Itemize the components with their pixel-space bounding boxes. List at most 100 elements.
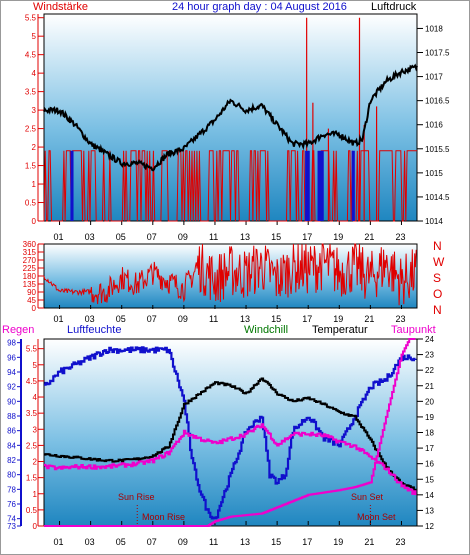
temp-axis-label: 22 [425, 366, 434, 375]
wind-direction-line [43, 243, 417, 306]
x-tick-label: 11 [209, 537, 218, 547]
pressure-axis-label: 1017 [425, 73, 443, 82]
humidity-axis-label: 92 [7, 383, 16, 392]
taupunkt-label: Taupunkt [391, 324, 436, 336]
x-tick-label: 21 [364, 537, 374, 547]
temp-axis-label: 14 [425, 491, 434, 500]
temp-axis-label: 24 [425, 335, 434, 344]
luftdruck-label: Luftdruck [371, 1, 417, 13]
x-tick-label: 15 [271, 537, 281, 547]
wind-gust-highlight [351, 150, 355, 221]
wind-gust-highlight [317, 150, 324, 221]
moon-set-label: Moon Set [357, 512, 396, 522]
x-tick-label: 19 [333, 314, 343, 324]
wind-axis-label: 0.5 [25, 199, 37, 208]
x-tick-label: 01 [54, 232, 64, 242]
temp-axis-label: 17 [425, 444, 434, 453]
humidity-line [44, 346, 417, 520]
windchill-line [44, 423, 417, 496]
temp-axis-label: 18 [425, 429, 434, 438]
x-tick-label: 05 [116, 537, 126, 547]
x-tick-label: 09 [178, 537, 188, 547]
rain-axis-label: 0 [33, 522, 38, 531]
x-tick-label: 23 [395, 314, 405, 324]
direction-axis-label: 225 [23, 264, 37, 273]
x-tick-label: 07 [147, 232, 157, 242]
rain-axis-label: 4.5 [26, 377, 38, 386]
wind-axis-label: 1 [32, 180, 37, 189]
humidity-axis-label: 78 [7, 485, 16, 494]
x-tick-label: 01 [54, 537, 64, 547]
x-tick-label: 23 [395, 537, 405, 547]
x-tick-label: 23 [395, 232, 405, 242]
rain-axis-label: 4 [33, 393, 38, 402]
temp-axis-label: 20 [425, 397, 434, 406]
x-tick-label: 17 [302, 314, 312, 324]
temp-axis-label: 19 [425, 413, 434, 422]
wind-axis-label: 1.5 [25, 162, 37, 171]
x-tick-label: 21 [364, 314, 374, 324]
temperature-line [44, 377, 417, 491]
rain-axis-label: 2 [33, 458, 38, 467]
pressure-axis-label: 1018 [425, 24, 443, 33]
compass-letter: N [433, 239, 442, 253]
humidity-axis-label: 76 [7, 500, 16, 509]
rain-axis-label: 0.5 [26, 506, 38, 515]
direction-axis-label: 0 [32, 304, 37, 313]
x-tick-label: 13 [240, 537, 250, 547]
x-tick-label: 13 [240, 314, 250, 324]
sun-rise-label: Sun Rise [118, 492, 155, 502]
temp-axis-label: 23 [425, 351, 434, 360]
temperatur-label: Temperatur [312, 324, 368, 336]
x-tick-label: 13 [240, 232, 250, 242]
x-tick-label: 05 [116, 232, 126, 242]
rain-axis-label: 3 [33, 425, 38, 434]
temp-axis-label: 21 [425, 382, 434, 391]
x-tick-label: 21 [364, 232, 374, 242]
humidity-axis-label: 90 [7, 397, 16, 406]
pressure-line [43, 63, 418, 172]
compass-letter: N [433, 303, 442, 317]
humidity-axis-label: 84 [7, 441, 16, 450]
pressure-axis-label: 1014.5 [425, 193, 450, 202]
x-tick-label: 01 [54, 314, 64, 324]
panel-wind-pressure [43, 13, 418, 222]
x-tick-label: 09 [178, 232, 188, 242]
wind-axis-label: 5.5 [25, 14, 37, 23]
pressure-axis-label: 1015.5 [425, 145, 450, 154]
x-tick-label: 05 [116, 314, 126, 324]
direction-axis-label: 135 [23, 280, 37, 289]
direction-axis-label: 315 [23, 248, 37, 257]
compass-letter: O [433, 287, 442, 301]
humidity-axis-label: 88 [7, 412, 16, 421]
wind-axis-label: 0 [32, 217, 37, 226]
wind-axis-label: 4.5 [25, 51, 37, 60]
windchill-label: Windchill [244, 324, 288, 336]
wind-axis-label: 3.5 [25, 88, 37, 97]
direction-axis-label: 360 [23, 240, 37, 249]
wind-gust-highlight [305, 150, 310, 221]
humidity-axis-label: 80 [7, 471, 16, 480]
wind-axis-label: 5 [32, 32, 37, 41]
direction-axis-label: 90 [27, 288, 36, 297]
regen-label: Regen [2, 324, 34, 336]
compass-letter: S [433, 271, 441, 285]
rain-axis-label: 1 [33, 490, 38, 499]
x-tick-label: 15 [271, 232, 281, 242]
temp-axis-label: 13 [425, 506, 434, 515]
humidity-axis-label: 74 [7, 515, 16, 524]
temp-axis-label: 15 [425, 475, 434, 484]
direction-axis-label: 45 [27, 296, 36, 305]
pressure-axis-label: 1016 [425, 121, 443, 130]
rain-axis-label: 5.5 [26, 345, 38, 354]
pressure-axis-label: 1016.5 [425, 97, 450, 106]
x-tick-label: 07 [147, 537, 157, 547]
humidity-axis-label: 86 [7, 427, 16, 436]
x-tick-label: 17 [302, 232, 312, 242]
sun-set-label: Sun Set [351, 492, 384, 502]
humidity-axis-label: 73 [7, 522, 16, 531]
pressure-axis-label: 1015 [425, 169, 443, 178]
humidity-axis-label: 82 [7, 456, 16, 465]
temp-axis-label: 12 [425, 522, 434, 531]
